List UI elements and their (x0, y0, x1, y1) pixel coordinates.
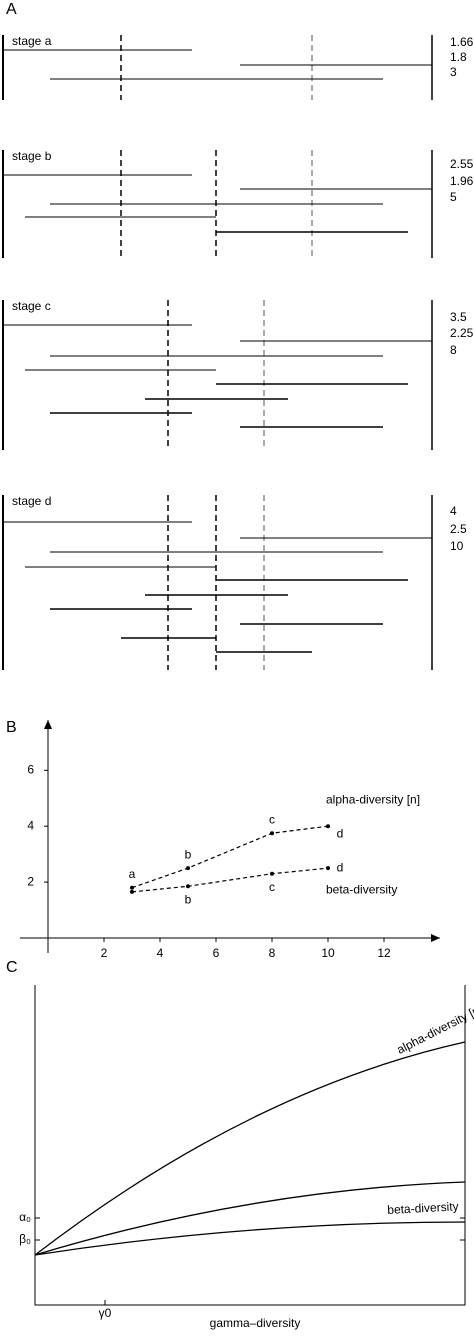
tick-label: β₀ (19, 1232, 31, 1246)
point-label: d (337, 826, 344, 840)
tick-label: α₀ (19, 1210, 31, 1224)
legend-label: alpha-diversity [n] (326, 792, 420, 806)
stage-value: 1.66 (450, 35, 474, 49)
point (130, 889, 134, 894)
stage-label: stage b (12, 149, 52, 163)
curve-label: alpha-diversity [n] (395, 1002, 474, 1057)
x-tick-label: 12 (377, 946, 391, 960)
x-tick-label: 10 (321, 946, 335, 960)
axis-label: gamma–diversity (210, 1316, 301, 1330)
arrow (44, 720, 52, 729)
point-label: b (185, 892, 192, 906)
alpha-curve (34, 1041, 466, 1256)
point (270, 871, 274, 876)
stage-value: 1.96 (450, 174, 474, 188)
stage-value: 2.25 (450, 326, 474, 340)
legend-label: beta-diversity (326, 882, 397, 896)
point-label: b (185, 847, 192, 861)
stage-value: 10 (450, 539, 464, 553)
point-label: a (129, 867, 136, 881)
point-label: c (269, 812, 275, 826)
point (130, 885, 134, 890)
frame (34, 985, 466, 1306)
panel-letter: A (6, 1, 17, 18)
panel-letter: C (6, 959, 18, 976)
x-tick-label: 8 (269, 946, 276, 960)
arrow (431, 934, 440, 942)
point-label: d (337, 860, 344, 874)
beta-curve (34, 1221, 466, 1256)
panel-letter: B (6, 719, 17, 736)
stage-value: 5 (450, 190, 457, 204)
tick-label: γ0 (99, 1306, 112, 1320)
x-tick-label: 4 (157, 946, 164, 960)
series-line (131, 825, 329, 889)
stage-label: stage c (12, 299, 51, 313)
stage-value: 2.5 (450, 522, 467, 536)
point (326, 824, 330, 829)
y-tick-label: 2 (27, 874, 34, 888)
x-tick-label: 2 (101, 946, 108, 960)
stage-label: stage d (12, 494, 51, 508)
series-line (131, 867, 329, 893)
point (186, 884, 190, 889)
mid-curve (34, 1181, 466, 1256)
stage-value: 3.5 (450, 310, 467, 324)
point-label: c (269, 880, 275, 894)
curve-label: beta-diversity (387, 1199, 459, 1217)
stage-value: 1.8 (450, 50, 467, 64)
point (326, 866, 330, 871)
stage-value: 2.55 (450, 157, 474, 171)
y-tick-label: 4 (27, 818, 34, 832)
stage-value: 4 (450, 504, 457, 518)
y-tick-label: 6 (27, 762, 34, 776)
stage-label: stage a (12, 34, 52, 48)
stage-value: 3 (450, 65, 457, 79)
stage-value: 8 (450, 343, 457, 357)
point (270, 831, 274, 836)
point (186, 866, 190, 871)
x-tick-label: 6 (213, 946, 220, 960)
